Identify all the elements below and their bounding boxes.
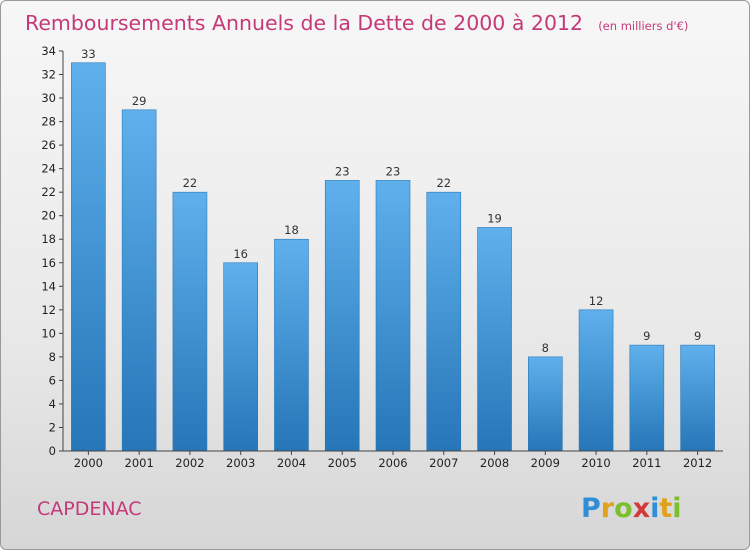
chart-title-main: Remboursements Annuels de la Dette de 20… <box>25 11 583 35</box>
bar-2011 <box>629 344 665 452</box>
bar-value-label: 22 <box>436 176 451 190</box>
y-tick-label: 10 <box>41 326 56 340</box>
bar-2001 <box>121 109 157 452</box>
y-tick-label: 32 <box>41 68 56 82</box>
x-tick-label: 2010 <box>581 456 610 470</box>
chart-title: Remboursements Annuels de la Dette de 20… <box>25 11 688 35</box>
y-tick-label: 4 <box>49 397 56 411</box>
bar-2005 <box>324 180 360 452</box>
bar-value-label: 23 <box>386 164 401 178</box>
x-tick-label: 2001 <box>125 456 154 470</box>
bar-2009 <box>528 356 563 452</box>
bar-value-label: 18 <box>284 223 299 237</box>
x-tick-label: 2012 <box>683 456 712 470</box>
bar-value-label: 22 <box>183 176 198 190</box>
bar-value-label: 33 <box>81 47 96 61</box>
x-tick-label: 2011 <box>632 456 661 470</box>
x-tick-label: 2000 <box>74 456 103 470</box>
x-tick-label: 2006 <box>378 456 407 470</box>
bar-2010 <box>578 309 614 452</box>
y-tick-label: 22 <box>41 185 56 199</box>
bar-2008 <box>477 227 512 452</box>
bars: 33 29 22 16 18 23 23 22 19 8 12 9 9 <box>71 47 715 452</box>
y-tick-label: 26 <box>41 138 56 152</box>
bar-value-label: 16 <box>233 247 248 261</box>
x-tick-label: 2005 <box>328 456 357 470</box>
chart-title-unit: (en milliers d'€) <box>598 19 688 33</box>
bar-2004 <box>274 238 309 452</box>
bar-2012 <box>680 344 715 452</box>
y-tick-label: 16 <box>41 256 56 270</box>
y-tick-label: 34 <box>41 44 56 58</box>
y-tick-label: 12 <box>41 303 56 317</box>
y-tick-label: 6 <box>49 373 56 387</box>
y-tick-label: 0 <box>49 444 56 458</box>
y-tick-label: 14 <box>41 279 56 293</box>
y-tick-label: 28 <box>41 115 56 129</box>
bar-2003 <box>223 262 258 452</box>
bar-value-label: 8 <box>542 341 549 355</box>
bar-2000 <box>71 62 106 452</box>
bar-value-label: 29 <box>132 94 147 108</box>
y-tick-label: 18 <box>41 232 56 246</box>
bar-2007 <box>426 191 462 452</box>
y-tick-label: 30 <box>41 91 56 105</box>
y-tick-label: 8 <box>49 350 56 364</box>
x-tick-label: 2004 <box>277 456 306 470</box>
bar-value-label: 19 <box>487 211 502 225</box>
bar-value-label: 9 <box>643 329 650 343</box>
bar-value-label: 12 <box>589 294 604 308</box>
bar-2006 <box>375 180 411 452</box>
bar-value-label: 9 <box>694 329 701 343</box>
proxiti-logo: Proxiti <box>581 493 682 524</box>
city-name: CAPDENAC <box>37 498 142 520</box>
x-tick-label: 2008 <box>480 456 509 470</box>
bar-value-label: 23 <box>335 164 350 178</box>
x-axis: 2000 2001 2002 2003 2004 2005 2006 2007 2008 2009… <box>63 450 723 470</box>
x-tick-label: 2007 <box>429 456 458 470</box>
x-tick-label: 2009 <box>531 456 560 470</box>
y-tick-label: 2 <box>49 420 56 434</box>
x-tick-label: 2003 <box>226 456 255 470</box>
y-tick-label: 20 <box>41 209 56 223</box>
bar-2002 <box>172 191 208 452</box>
x-tick-label: 2002 <box>175 456 204 470</box>
y-tick-label: 24 <box>41 162 56 176</box>
